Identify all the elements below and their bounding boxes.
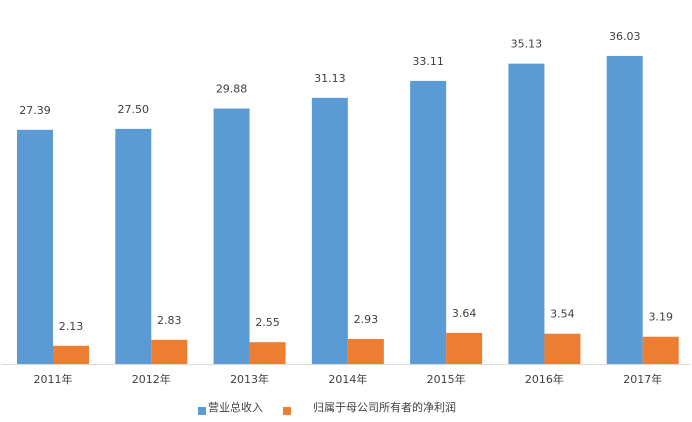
net-profit-value-label-4: 2.93: [354, 313, 379, 326]
legend: 营业总收入 归属于母公司所有者的净利润: [198, 400, 456, 415]
x-tick-label-3: 2013年: [230, 372, 269, 386]
x-tick-label-2: 2012年: [132, 372, 171, 386]
legend-swatch-1: [198, 407, 206, 415]
x-tick-label-1: 2011年: [34, 372, 73, 386]
revenue-value-label-5: 33.11: [412, 55, 444, 68]
revenue-value-label-4: 31.13: [314, 72, 346, 85]
value-labels-layer: 27.39 2.13 27.50 2.83 29.88 2.55 31.13 2.93 33.1…: [19, 30, 673, 333]
x-tick-label-5: 2015年: [427, 372, 466, 386]
net-profit-value-label-2: 2.83: [157, 314, 182, 327]
revenue-value-label-2: 27.50: [118, 103, 150, 116]
revenue-value-label-6: 35.13: [511, 38, 543, 51]
net-profit-value-label-7: 3.19: [648, 311, 673, 324]
net-profit-bar-1: [53, 345, 89, 364]
net-profit-bar-4: [347, 338, 384, 364]
revenue-bar-1: [17, 129, 53, 364]
net-profit-bar-3: [249, 342, 286, 364]
revenue-value-label-3: 29.88: [216, 83, 248, 96]
net-profit-value-label-1: 2.13: [59, 320, 84, 333]
x-tick-label-6: 2016年: [525, 372, 564, 386]
x-tick-label-4: 2014年: [328, 372, 367, 386]
x-tick-labels-layer: 2011年 2012年 2013年 2014年 2015年 2016年 2017年: [34, 372, 663, 386]
net-profit-value-label-3: 2.55: [255, 316, 280, 329]
revenue-bar-5: [410, 80, 447, 365]
net-profit-bar-5: [446, 332, 483, 364]
legend-swatch-2: [283, 407, 291, 415]
revenue-bar-2: [115, 128, 152, 364]
net-profit-value-label-6: 3.54: [550, 308, 575, 321]
revenue-value-label-1: 27.39: [19, 104, 51, 117]
revenue-bar-7: [606, 55, 643, 364]
net-profit-value-label-5: 3.64: [452, 307, 477, 320]
revenue-bar-3: [213, 108, 250, 364]
x-tick-label-7: 2017年: [623, 372, 662, 386]
net-profit-bar-6: [544, 333, 581, 364]
net-profit-bar-2: [151, 339, 188, 364]
revenue-value-label-7: 36.03: [609, 30, 641, 43]
legend-label-1: 营业总收入: [208, 400, 263, 414]
bars-layer: [17, 55, 679, 365]
revenue-bar-4: [311, 97, 348, 364]
net-profit-bar-7: [642, 336, 679, 364]
legend-label-2: 归属于母公司所有者的净利润: [313, 400, 456, 414]
revenue-bar-6: [508, 63, 545, 365]
